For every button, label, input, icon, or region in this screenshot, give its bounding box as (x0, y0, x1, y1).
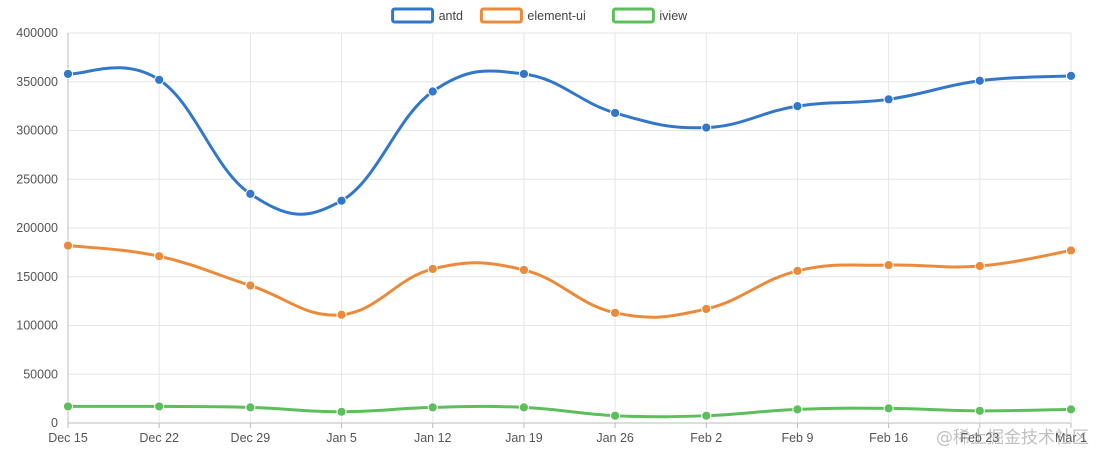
y-tick-label: 200000 (16, 221, 58, 235)
y-axis: 0 50000 100000 150000 200000 250000 300000 3500… (16, 26, 69, 430)
y-tick-label: 150000 (16, 270, 58, 284)
data-point-iview[interactable] (792, 404, 803, 415)
x-tick-label: Jan 19 (505, 431, 543, 445)
data-point-iview[interactable] (701, 410, 712, 421)
y-tick-label: 50000 (23, 367, 58, 381)
watermark: @稀土掘金技术社区 (936, 428, 1089, 448)
data-point-element-ui[interactable] (62, 240, 74, 251)
x-tick-label: Mar 1 (1055, 431, 1087, 445)
data-point-antd[interactable] (609, 107, 621, 119)
data-point-element-ui[interactable] (1065, 245, 1077, 256)
data-point-element-ui[interactable] (518, 264, 530, 276)
x-tick-label: Feb 16 (869, 431, 908, 445)
data-point-antd[interactable] (154, 74, 165, 85)
data-point-iview[interactable] (245, 402, 256, 413)
data-point-iview[interactable] (336, 406, 347, 417)
x-tick-label: Jan 26 (596, 431, 634, 445)
legend-item-element-ui[interactable]: element-ui (479, 7, 586, 24)
y-tick-label: 250000 (16, 172, 58, 186)
x-tick-label: Feb 9 (781, 431, 813, 445)
data-point-element-ui[interactable] (245, 280, 256, 291)
y-tick-label: 0 (51, 416, 58, 430)
series-iview (62, 401, 1077, 421)
data-point-element-ui[interactable] (701, 303, 712, 315)
x-tick-label: Dec 29 (231, 431, 271, 445)
x-tick-label: Feb 2 (690, 431, 722, 445)
data-point-element-ui[interactable] (792, 265, 803, 276)
data-point-antd[interactable] (1065, 70, 1077, 82)
data-point-iview[interactable] (427, 402, 438, 413)
series-layer (62, 66, 1077, 421)
x-axis: Dec 15 Dec 22 Dec 29 Jan 5 Jan 12 Jan 19 Jan 2… (48, 423, 1087, 445)
data-point-antd[interactable] (518, 68, 530, 80)
data-point-antd[interactable] (245, 188, 256, 199)
data-point-element-ui[interactable] (883, 259, 894, 271)
legend-item-iview[interactable]: iview (611, 7, 688, 24)
x-tick-label: Jan 12 (414, 431, 452, 445)
series-line-antd (67, 66, 1072, 216)
legend[interactable]: antd element-ui iview (391, 7, 689, 24)
data-point-iview[interactable] (62, 401, 74, 412)
series-line-element-ui (67, 244, 1072, 319)
data-point-iview[interactable] (154, 401, 165, 412)
data-point-element-ui[interactable] (427, 263, 438, 275)
x-tick-label: Jan 5 (326, 431, 357, 445)
data-point-element-ui[interactable] (154, 251, 165, 262)
data-point-antd[interactable] (883, 94, 894, 105)
data-point-antd[interactable] (62, 68, 74, 80)
data-point-element-ui[interactable] (609, 307, 621, 318)
data-point-iview[interactable] (609, 410, 621, 421)
y-tick-label: 100000 (16, 319, 58, 333)
legend-swatch-antd (391, 7, 435, 24)
legend-label-iview: iview (659, 9, 688, 23)
series-element-ui (62, 240, 1077, 320)
data-point-element-ui[interactable] (974, 260, 985, 272)
data-point-element-ui[interactable] (336, 309, 347, 320)
series-line-iview (67, 404, 1072, 419)
data-point-antd[interactable] (792, 101, 803, 112)
legend-label-antd: antd (439, 9, 463, 23)
legend-item-antd[interactable]: antd (391, 7, 463, 24)
data-point-antd[interactable] (701, 122, 712, 133)
x-tick-label: Feb 23 (960, 431, 999, 445)
series-antd (62, 66, 1077, 216)
data-point-iview[interactable] (974, 405, 985, 416)
x-tick-label: Dec 15 (48, 431, 88, 445)
data-point-antd[interactable] (974, 75, 985, 86)
data-point-iview[interactable] (518, 402, 530, 413)
data-point-antd[interactable] (427, 86, 438, 97)
y-tick-label: 350000 (16, 75, 58, 89)
x-tick-label: Dec 22 (139, 431, 179, 445)
legend-swatch-iview (611, 7, 655, 24)
data-point-antd[interactable] (336, 195, 347, 206)
data-point-iview[interactable] (1065, 404, 1077, 415)
data-point-iview[interactable] (883, 403, 894, 414)
y-tick-label: 300000 (16, 124, 58, 138)
legend-swatch-element-ui (479, 7, 523, 24)
y-tick-label: 400000 (16, 26, 58, 40)
legend-label-element-ui: element-ui (527, 9, 585, 23)
